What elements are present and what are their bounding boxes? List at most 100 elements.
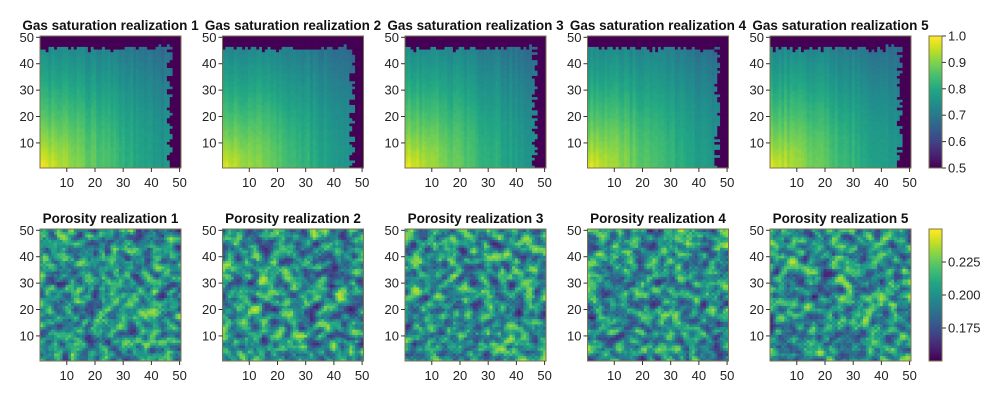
heatmap-cell (90, 131, 94, 135)
heatmap-cell (90, 96, 94, 100)
heatmap-cell (166, 117, 171, 121)
heatmap-cell (62, 96, 66, 100)
heatmap-cell (76, 149, 80, 153)
heatmap-cell (130, 38, 134, 42)
heatmap-cell (42, 46, 46, 50)
heatmap-cell (318, 128, 322, 132)
heatmap-cell (301, 136, 305, 140)
heatmap-cell (245, 102, 249, 105)
heatmap-cell (343, 131, 347, 135)
heatmap-cell (315, 91, 319, 95)
heatmap-cell (247, 104, 252, 108)
heatmap-cell (250, 107, 254, 111)
heatmap-cell (222, 96, 226, 100)
heatmap-cell (312, 67, 316, 71)
heatmap-cell (121, 112, 125, 116)
heatmap-cell (312, 83, 316, 87)
heatmap-cell (68, 120, 72, 124)
heatmap-cell (130, 141, 134, 145)
heatmap-cell (329, 96, 333, 100)
heatmap-cell (281, 131, 285, 135)
heatmap-cell (267, 144, 271, 148)
heatmap-cell (40, 86, 44, 90)
heatmap-cell (276, 78, 280, 82)
heatmap-cell (276, 46, 280, 50)
heatmap-cell (309, 144, 314, 148)
heatmap-cell (355, 80, 359, 84)
heatmap-cell (228, 65, 232, 69)
heatmap-cell (346, 57, 350, 61)
heatmap-cell (65, 70, 69, 74)
heatmap-cell (338, 162, 342, 166)
heatmap-cell (233, 41, 237, 45)
heatmap-cell (99, 75, 103, 79)
heatmap-cell (73, 133, 78, 137)
heatmap-cell (318, 59, 322, 63)
heatmap-cell (71, 46, 75, 50)
heatmap-cell (329, 131, 333, 135)
heatmap-cell (166, 102, 171, 105)
heatmap-cell (332, 83, 336, 87)
heatmap-cell (295, 165, 299, 169)
heatmap-cell (233, 86, 237, 90)
heatmap-cell (161, 133, 165, 137)
heatmap-cell (147, 72, 151, 76)
heatmap-cell (175, 131, 179, 135)
heatmap-cell (87, 146, 92, 150)
heatmap-cell (147, 136, 151, 140)
heatmap-cell (110, 91, 114, 95)
heatmap-cell (127, 160, 131, 164)
heatmap-cell (68, 165, 72, 169)
heatmap-cell (155, 88, 159, 92)
heatmap-cell (40, 88, 44, 92)
heatmap-cell (329, 54, 333, 58)
heatmap-cell (355, 75, 359, 79)
heatmap-cell (169, 109, 173, 113)
heatmap-cell (307, 46, 311, 50)
heatmap-cell (338, 141, 342, 145)
heatmap-cell (335, 149, 339, 153)
heatmap-cell (298, 65, 302, 69)
heatmap-cell (87, 83, 92, 87)
heatmap-cell (158, 57, 162, 61)
heatmap-cell (236, 65, 240, 69)
heatmap-cell (96, 149, 100, 153)
heatmap-cell (225, 51, 229, 55)
heatmap-cell (236, 117, 240, 121)
heatmap-cell (45, 157, 49, 161)
heatmap-cell (62, 107, 66, 111)
heatmap-cell (295, 51, 299, 55)
heatmap-cell (326, 136, 331, 140)
heatmap-cell (169, 136, 173, 140)
heatmap-cell (307, 115, 311, 119)
heatmap-cell (346, 136, 350, 140)
heatmap-cell (62, 43, 66, 47)
heatmap-cell (324, 165, 328, 169)
heatmap-cell (79, 86, 83, 90)
heatmap-cell (324, 107, 328, 111)
heatmap-cell (133, 136, 137, 140)
heatmap-cell (352, 88, 356, 92)
heatmap-cell (329, 59, 333, 63)
heatmap-cell (261, 138, 266, 142)
heatmap-cell (222, 157, 226, 161)
heatmap-cell (79, 72, 83, 76)
heatmap-cell (107, 123, 111, 127)
heatmap-cell (40, 152, 44, 156)
heatmap-cell (127, 123, 131, 127)
heatmap-cell (102, 80, 106, 84)
heatmap-cell (127, 109, 131, 113)
heatmap-cell (360, 115, 364, 119)
heatmap-cell (54, 123, 58, 127)
heatmap-cell (42, 162, 46, 166)
heatmap-cell (228, 49, 232, 53)
heatmap-cell (307, 133, 311, 137)
heatmap-cell (298, 136, 302, 140)
heatmap-cell (242, 141, 246, 145)
heatmap-cell (178, 88, 182, 92)
heatmap-cell (324, 78, 328, 82)
heatmap-cell (138, 149, 142, 153)
heatmap-cell (147, 149, 151, 153)
heatmap-cell (99, 149, 103, 153)
heatmap-cell (164, 86, 168, 90)
